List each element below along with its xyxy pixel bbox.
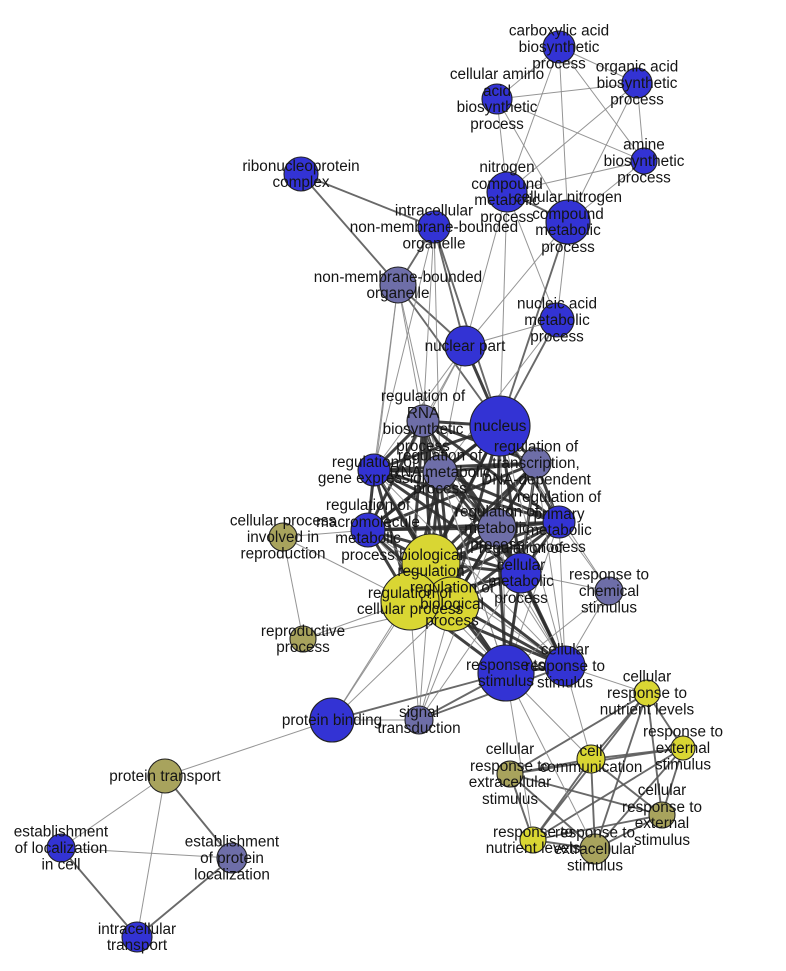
svg-text:nuclear part: nuclear part	[425, 338, 507, 355]
svg-text:protein transport: protein transport	[109, 768, 221, 785]
svg-text:protein binding: protein binding	[282, 712, 382, 729]
svg-text:nucleus: nucleus	[474, 418, 527, 435]
